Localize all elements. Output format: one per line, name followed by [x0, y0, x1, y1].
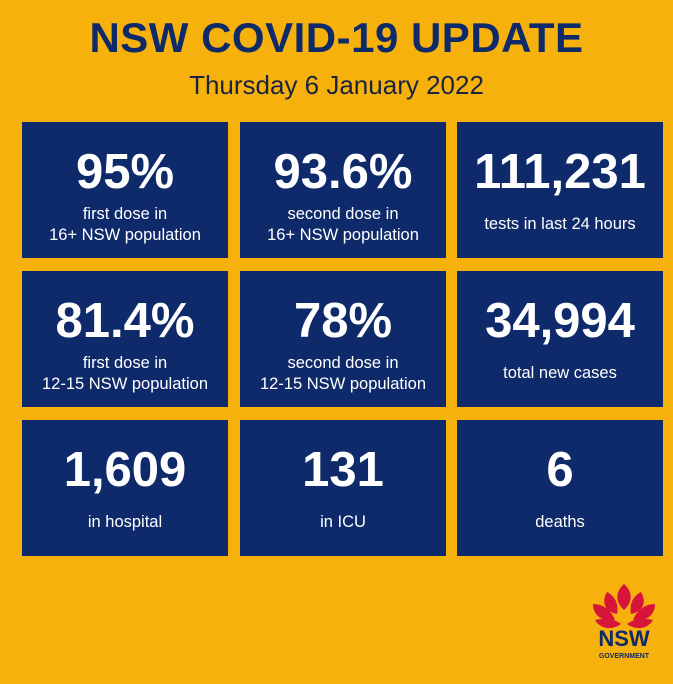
stat-value: 34,994 [485, 294, 635, 348]
stat-value: 93.6% [273, 145, 413, 199]
stat-value: 111,231 [474, 145, 646, 199]
stat-label: second dose in 16+ NSW population [240, 204, 446, 246]
stat-label: deaths [457, 512, 663, 533]
stat-label: first dose in 16+ NSW population [22, 204, 228, 246]
stat-tile: 78% second dose in 12-15 NSW population [240, 271, 446, 407]
stat-tile: 34,994 total new cases [457, 271, 663, 407]
stat-label-line: 16+ NSW population [267, 226, 419, 244]
stat-label: total new cases [457, 363, 663, 384]
stat-label-line: 12-15 NSW population [259, 375, 426, 393]
stat-label-line: first dose in [82, 354, 168, 372]
waratah [593, 584, 655, 629]
stat-tile: 111,231 tests in last 24 hours [457, 122, 663, 258]
stat-label-line: in hospital [87, 513, 163, 531]
logo-name: NSW [598, 626, 650, 651]
stat-tile: 6 deaths [457, 420, 663, 556]
stat-label-line: total new cases [503, 364, 617, 382]
stat-label-line: first dose in [82, 205, 168, 223]
stat-label-line: deaths [535, 513, 585, 531]
stat-label: in ICU [240, 512, 446, 533]
title: NSW COVID-19 UPDATE [89, 14, 584, 61]
stat-value: 6 [546, 443, 574, 497]
stat-label-line: second dose in [287, 354, 399, 372]
stat-label-line: in ICU [320, 513, 366, 531]
stat-value: 95% [75, 145, 175, 199]
stat-value: 78% [293, 294, 393, 348]
stat-tile: 131 in ICU [240, 420, 446, 556]
stat-label: second dose in 12-15 NSW population [240, 353, 446, 395]
nsw-logo: NSW GOVERNMENT [593, 584, 655, 660]
stat-value: 1,609 [63, 443, 187, 497]
stat-label-line: second dose in [287, 205, 399, 223]
logo-sub: GOVERNMENT [599, 653, 650, 660]
stat-label-line: 16+ NSW population [49, 226, 201, 244]
stat-label: tests in last 24 hours [457, 214, 663, 235]
stat-tile: 95% first dose in 16+ NSW population [22, 122, 228, 258]
subtitle: Thursday 6 January 2022 [189, 70, 484, 100]
stat-value: 81.4% [55, 294, 195, 348]
stat-label-line: tests in last 24 hours [484, 215, 636, 233]
stat-tile: 81.4% first dose in 12-15 NSW population [22, 271, 228, 407]
stat-value: 131 [302, 443, 384, 497]
stat-label: in hospital [22, 512, 228, 533]
stat-label-line: 12-15 NSW population [41, 375, 208, 393]
stat-tile: 93.6% second dose in 16+ NSW population [240, 122, 446, 258]
stat-tile: 1,609 in hospital [22, 420, 228, 556]
stat-label: first dose in 12-15 NSW population [22, 353, 228, 395]
